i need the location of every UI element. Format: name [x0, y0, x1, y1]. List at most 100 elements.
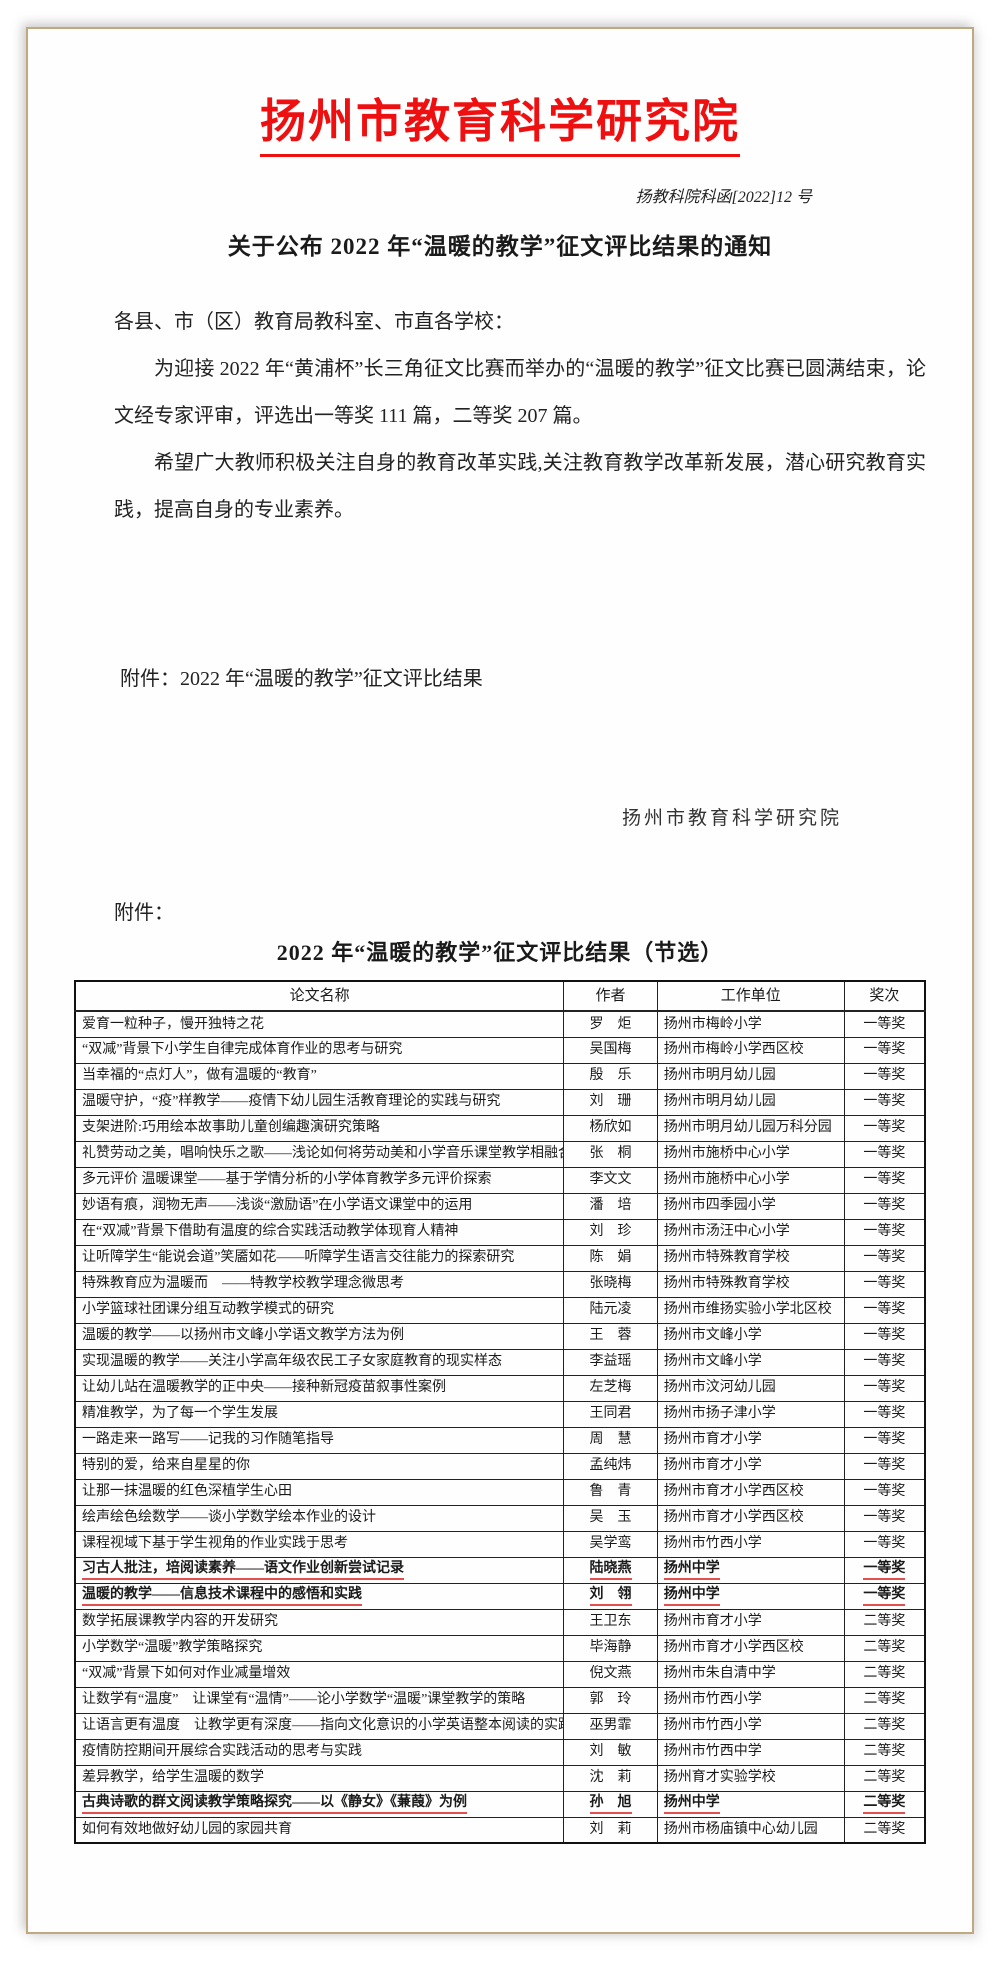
- award-cell-text: 一等奖: [863, 1302, 906, 1318]
- unit-cell-text: 扬州市杨庙镇中心幼儿园: [663, 1822, 818, 1837]
- unit-cell-text: 扬州市特殊教育学校: [663, 1250, 790, 1266]
- unit-cell-text: 扬州市竹西中学: [663, 1744, 762, 1760]
- paper-title-cell-text: 实现温暖的教学——关注小学高年级农民工子女家庭教育的现实样态: [82, 1354, 502, 1370]
- award-cell-text: 一等奖: [863, 1198, 906, 1214]
- attachment-label: 附件：: [114, 902, 174, 924]
- paper-title-cell-text: 温暖守护，“疫”样教学——疫情下幼儿园生活教育理论的实践与研究: [82, 1094, 501, 1110]
- author-cell: 巫男霏: [563, 1712, 658, 1740]
- unit-cell-text: 扬州市文峰小学: [663, 1354, 762, 1370]
- author-cell-text: 王同君: [589, 1406, 632, 1422]
- unit-cell-text: 扬州市朱自清中学: [663, 1666, 776, 1682]
- author-cell-text: 孟纯炜: [589, 1458, 632, 1474]
- award-cell: 一等奖: [843, 1010, 926, 1038]
- author-cell: 潘 培: [563, 1192, 658, 1220]
- letterhead: 扬州市教育科学研究院: [28, 85, 972, 157]
- award-cell-text: 一等奖: [863, 1250, 906, 1266]
- author-cell: 吴国梅: [563, 1036, 658, 1064]
- results-table-header: 论文名称 作者 工作单位 奖次: [74, 980, 926, 1012]
- award-cell: 一等奖: [843, 1140, 926, 1168]
- paper-title-cell-text: 特殊教育应为温暖而 ——特教学校教学理念微思考: [82, 1276, 404, 1292]
- paper-title-cell-text: 疫情防控期间开展综合实践活动的思考与实践: [82, 1744, 362, 1760]
- table-row: 让那一抹温暖的红色深植学生心田 鲁 青 扬州市育才小学西区校 一等奖: [74, 1478, 926, 1506]
- author-cell-text: 殷 乐: [589, 1068, 632, 1084]
- paper-title-cell: 小学篮球社团课分组互动教学模式的研究: [74, 1296, 565, 1324]
- paragraph-2: 希望广大教师积极关注自身的教育改革实践,关注教育教学改革新发展，潜心研究教育实践…: [114, 452, 926, 521]
- paper-title-cell-text: 妙语有痕，润物无声——浅谈“激励语”在小学语文课堂中的运用: [82, 1198, 473, 1214]
- paper-title-cell-text: 爱育一粒种子，慢开独特之花: [82, 1016, 264, 1032]
- author-cell-text: 陆元凌: [589, 1302, 632, 1318]
- unit-cell-text: 扬州市育才小学: [663, 1458, 762, 1474]
- unit-cell-text: 扬州市梅岭小学西区校: [663, 1042, 804, 1058]
- unit-cell: 扬州市朱自清中学: [656, 1660, 845, 1688]
- author-cell-text: 沈 莉: [589, 1770, 632, 1786]
- unit-cell: 扬州市育才小学西区校: [656, 1478, 845, 1506]
- author-cell: 刘 敏: [563, 1738, 658, 1766]
- results-table-body: 爱育一粒种子，慢开独特之花罗 炬扬州市梅岭小学 一等奖 “双减”背景下小学生自律完成…: [74, 1010, 926, 1844]
- unit-cell-text: 扬州市竹西小学: [663, 1692, 762, 1708]
- paper-title-cell: 在“双减”背景下借助有温度的综合实践活动教学体现育人精神: [74, 1218, 565, 1246]
- unit-cell: 扬州中学: [656, 1556, 845, 1584]
- paper-title-cell: 让语言更有温度 让教学更有深度——指向文化意识的小学英语整本阅读的实践研究: [74, 1712, 565, 1740]
- award-cell-text: 一等奖: [863, 1432, 906, 1448]
- table-row: 爱育一粒种子，慢开独特之花 罗 炬 扬州市梅岭小学 一等奖: [74, 1010, 926, 1038]
- paper-title-cell-text: 多元评价 温暖课堂——基于学情分析的小学体育教学多元评价探索: [82, 1172, 492, 1188]
- author-cell: 吴 玉: [563, 1504, 658, 1532]
- table-row: 绘声绘色绘数学——谈小学数学绘本作业的设计 吴 玉 扬州市育才小学西区校 一等奖: [74, 1504, 926, 1532]
- author-cell-text: 王 蓉: [589, 1328, 632, 1344]
- unit-cell-text: 扬州市育才小学: [663, 1614, 762, 1630]
- unit-cell: 扬州市特殊教育学校: [656, 1244, 845, 1272]
- author-cell-text: 周 慧: [589, 1432, 632, 1448]
- unit-cell-text: 扬州市明月幼儿园万科分园: [663, 1120, 832, 1136]
- author-cell-text: 刘 珍: [589, 1224, 632, 1240]
- author-cell: 倪文燕: [563, 1660, 658, 1688]
- author-cell-text: 罗 炬: [589, 1016, 632, 1032]
- award-cell-text: 二等奖: [863, 1692, 906, 1708]
- award-cell-text: 二等奖: [863, 1666, 906, 1682]
- author-cell: 张晓梅: [563, 1270, 658, 1298]
- table-row: “双减”背景下如何对作业减量增效 倪文燕 扬州市朱自清中学 二等奖: [74, 1660, 926, 1688]
- award-cell: 一等奖: [843, 1088, 926, 1116]
- table-row: 当幸福的“点灯人”，做有温暖的“教育” 殷 乐 扬州市明月幼儿园 一等奖: [74, 1062, 926, 1090]
- award-cell-text: 一等奖: [863, 1068, 906, 1084]
- unit-cell: 扬州市四季园小学: [656, 1192, 845, 1220]
- author-cell-text: 郭 玲: [589, 1692, 632, 1708]
- paper-title-cell-text: 当幸福的“点灯人”，做有温暖的“教育”: [82, 1068, 317, 1084]
- unit-cell-text: 扬州市梅岭小学: [663, 1016, 762, 1032]
- unit-cell: 扬州市扬子津小学: [656, 1400, 845, 1428]
- issuer-signature: 扬州市教育科学研究院: [621, 808, 842, 829]
- author-cell-text: 潘 培: [589, 1198, 632, 1214]
- column-header-award: 奖次: [843, 980, 926, 1012]
- award-cell-text: 二等奖: [863, 1822, 906, 1837]
- unit-cell: 扬州市施桥中心小学: [656, 1140, 845, 1168]
- author-cell-text: 倪文燕: [589, 1666, 632, 1682]
- unit-cell: 扬州市汶河幼儿园: [656, 1374, 845, 1402]
- paper-title-cell-text: 古典诗歌的群文阅读教学策略探究——以《静女》《蒹葭》为例: [82, 1794, 467, 1814]
- award-cell: 一等奖: [843, 1478, 926, 1506]
- award-cell-text: 一等奖: [863, 1510, 906, 1526]
- award-cell: 一等奖: [843, 1426, 926, 1454]
- author-cell: 李益瑶: [563, 1348, 658, 1376]
- paper-title-cell-text: 课程视域下基于学生视角的作业实践于思考: [82, 1536, 348, 1552]
- unit-cell: 扬州中学: [656, 1790, 845, 1818]
- award-cell: 二等奖: [843, 1634, 926, 1662]
- author-cell: 王 蓉: [563, 1322, 658, 1350]
- header-row: 论文名称 作者 工作单位 奖次: [74, 980, 926, 1012]
- author-cell: 孟纯炜: [563, 1452, 658, 1480]
- author-cell-text: 吴 玉: [589, 1510, 632, 1526]
- unit-cell: 扬州市文峰小学: [656, 1348, 845, 1376]
- unit-cell: 扬州市维扬实验小学北区校: [656, 1296, 845, 1324]
- unit-cell-text: 扬州市育才小学: [663, 1432, 762, 1448]
- paper-title-cell-text: 让听障学生“能说会道”笑靥如花——听障学生语言交往能力的探索研究: [82, 1250, 515, 1266]
- unit-cell: 扬州市明月幼儿园: [656, 1062, 845, 1090]
- unit-cell: 扬州市汤汪中心小学: [656, 1218, 845, 1246]
- unit-cell-text: 扬州市施桥中心小学: [663, 1172, 790, 1188]
- table-row: 多元评价 温暖课堂——基于学情分析的小学体育教学多元评价探索 李文文 扬州市施桥中心…: [74, 1166, 926, 1194]
- salutation: 各县、市（区）教育局教科室、市直各学校：: [114, 311, 514, 333]
- unit-cell: 扬州市育才小学西区校: [656, 1504, 845, 1532]
- author-cell-text: 李益瑶: [589, 1354, 632, 1370]
- author-cell-text: 刘 敏: [589, 1744, 632, 1760]
- award-cell-text: 一等奖: [863, 1354, 906, 1370]
- author-cell: 李文文: [563, 1166, 658, 1194]
- unit-cell-text: 扬州市明月幼儿园: [663, 1094, 776, 1110]
- paper-title-cell-text: 礼赞劳动之美，唱响快乐之歌——浅论如何将劳动美和小学音乐课堂教学相融合: [82, 1146, 564, 1162]
